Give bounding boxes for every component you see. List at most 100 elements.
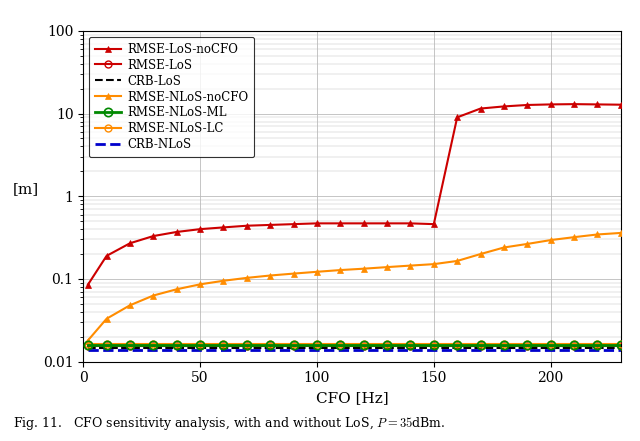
RMSE-LoS-noCFO [266,222,274,228]
RMSE-LoS-noCFO [220,225,227,230]
RMSE-NLoS-ML [547,342,554,348]
CRB-LoS [337,345,344,350]
RMSE-LoS [337,343,344,348]
CRB-LoS [243,345,251,350]
Line: RMSE-NLoS-ML: RMSE-NLoS-ML [84,340,625,349]
Line: RMSE-NLoS-LC: RMSE-NLoS-LC [84,340,624,347]
RMSE-LoS [84,343,92,348]
CRB-LoS [173,345,180,350]
RMSE-LoS-noCFO [500,104,508,109]
RMSE-NLoS-LC [266,341,274,346]
RMSE-NLoS-noCFO [220,278,227,284]
RMSE-NLoS-ML [453,342,461,348]
RMSE-NLoS-noCFO [500,245,508,250]
RMSE-NLoS-ML [173,342,180,348]
RMSE-NLoS-LC [383,341,391,346]
CRB-LoS [383,345,391,350]
RMSE-NLoS-noCFO [570,235,578,240]
RMSE-NLoS-noCFO [406,263,414,268]
CRB-LoS [593,345,601,350]
CRB-NLoS [337,348,344,353]
RMSE-LoS [617,343,625,348]
RMSE-LoS [266,343,274,348]
RMSE-LoS [547,343,554,348]
RMSE-LoS [126,343,134,348]
RMSE-LoS-noCFO [406,220,414,226]
RMSE-NLoS-noCFO [290,271,298,276]
RMSE-NLoS-noCFO [524,241,531,247]
CRB-LoS [453,345,461,350]
RMSE-NLoS-noCFO [126,303,134,308]
RMSE-NLoS-LC [477,341,484,346]
CRB-NLoS [313,348,321,353]
RMSE-NLoS-ML [313,342,321,348]
RMSE-LoS [500,343,508,348]
RMSE-LoS-noCFO [617,102,625,107]
CRB-LoS [617,345,625,350]
CRB-NLoS [593,348,601,353]
CRB-NLoS [220,348,227,353]
RMSE-LoS [593,343,601,348]
RMSE-NLoS-ML [337,342,344,348]
RMSE-NLoS-noCFO [337,267,344,273]
RMSE-NLoS-LC [243,341,251,346]
RMSE-NLoS-LC [593,341,601,346]
RMSE-LoS [477,343,484,348]
RMSE-LoS-noCFO [173,229,180,235]
RMSE-LoS [570,343,578,348]
RMSE-LoS-noCFO [290,221,298,227]
RMSE-NLoS-LC [547,341,554,346]
RMSE-NLoS-noCFO [266,273,274,278]
RMSE-LoS-noCFO [196,227,204,232]
RMSE-NLoS-noCFO [547,237,554,243]
RMSE-LoS [453,343,461,348]
CRB-NLoS [126,348,134,353]
RMSE-NLoS-noCFO [453,258,461,264]
CRB-NLoS [406,348,414,353]
RMSE-LoS [150,343,157,348]
CRB-LoS [103,345,111,350]
RMSE-LoS [406,343,414,348]
CRB-LoS [406,345,414,350]
CRB-LoS [360,345,367,350]
RMSE-NLoS-ML [477,342,484,348]
CRB-NLoS [84,348,92,353]
RMSE-NLoS-ML [383,342,391,348]
RMSE-NLoS-ML [266,342,274,348]
RMSE-NLoS-noCFO [593,232,601,237]
RMSE-LoS [524,343,531,348]
RMSE-NLoS-ML [84,342,92,348]
CRB-LoS [150,345,157,350]
RMSE-LoS-noCFO [453,115,461,120]
CRB-LoS [477,345,484,350]
RMSE-NLoS-LC [430,341,438,346]
RMSE-NLoS-LC [126,341,134,346]
RMSE-NLoS-LC [570,341,578,346]
RMSE-LoS [196,343,204,348]
RMSE-NLoS-ML [500,342,508,348]
CRB-NLoS [383,348,391,353]
CRB-NLoS [173,348,180,353]
RMSE-NLoS-LC [524,341,531,346]
CRB-LoS [500,345,508,350]
Text: Fig. 11.   CFO sensitivity analysis, with and without LoS, $P = 35$dBm.: Fig. 11. CFO sensitivity analysis, with … [13,415,445,432]
RMSE-NLoS-noCFO [173,287,180,292]
CRB-NLoS [103,348,111,353]
RMSE-NLoS-ML [103,342,111,348]
RMSE-NLoS-ML [524,342,531,348]
RMSE-NLoS-ML [593,342,601,348]
CRB-LoS [547,345,554,350]
CRB-NLoS [266,348,274,353]
CRB-NLoS [243,348,251,353]
RMSE-NLoS-ML [196,342,204,348]
Line: RMSE-LoS-noCFO: RMSE-LoS-noCFO [84,101,624,288]
X-axis label: CFO [Hz]: CFO [Hz] [316,391,388,405]
RMSE-NLoS-LC [290,341,298,346]
RMSE-NLoS-noCFO [243,275,251,280]
RMSE-NLoS-ML [406,342,414,348]
CRB-NLoS [430,348,438,353]
RMSE-NLoS-noCFO [477,251,484,257]
CRB-NLoS [617,348,625,353]
RMSE-LoS-noCFO [593,102,601,107]
CRB-LoS [196,345,204,350]
